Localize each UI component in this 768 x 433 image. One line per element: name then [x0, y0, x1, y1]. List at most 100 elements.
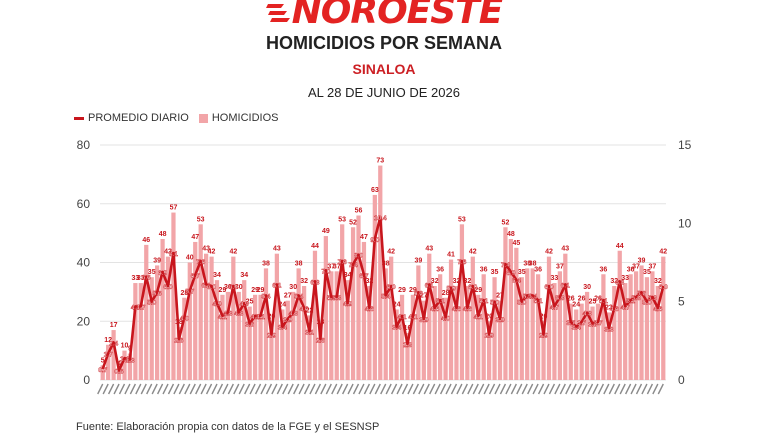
x-tick-label	[401, 383, 409, 395]
line-value-label: 3.4	[572, 325, 581, 332]
line-value-label: 6.1	[202, 282, 211, 289]
line-value-label: 4.6	[300, 306, 309, 313]
bar	[236, 291, 241, 380]
x-tick-label	[641, 383, 648, 395]
y-tick-label-right: 10	[678, 216, 692, 230]
line-value-label: 6.0	[207, 284, 216, 291]
bar-value-label: 36	[600, 266, 608, 273]
line-value-label: 6.0	[387, 284, 396, 291]
bar	[350, 227, 356, 380]
x-tick-label	[412, 383, 420, 395]
x-tick-label	[260, 383, 267, 395]
bar	[601, 274, 606, 380]
bar-value-label: 18	[317, 319, 325, 326]
bar-value-label: 34	[344, 272, 352, 279]
x-tick-label	[151, 383, 158, 395]
bar	[301, 286, 307, 380]
bar	[628, 274, 633, 380]
bar-value-label: 42	[164, 249, 172, 256]
bar-value-label: 41	[447, 252, 455, 259]
x-tick-label	[369, 383, 376, 395]
bar	[372, 194, 377, 380]
bar	[595, 303, 601, 380]
bar	[476, 294, 481, 380]
bar	[497, 300, 503, 380]
x-tick-label	[314, 383, 322, 395]
bar	[552, 283, 557, 380]
line-value-label: 5.0	[147, 300, 156, 307]
bar-value-label: 49	[322, 228, 330, 235]
bar-value-label: 32	[431, 278, 439, 285]
x-tick-label	[140, 383, 147, 395]
bar-value-label: 29	[398, 287, 406, 294]
bar-value-label: 46	[142, 237, 150, 244]
line-value-label: 4.6	[452, 306, 461, 313]
line-value-label: 3.3	[604, 326, 613, 333]
line-value-label: 3.4	[278, 325, 287, 332]
bar	[100, 365, 105, 380]
legend-line-label: PROMEDIO DIARIO	[88, 112, 189, 124]
bar	[138, 283, 143, 380]
x-tick-label	[118, 383, 126, 395]
bar-value-label: 57	[170, 205, 178, 212]
line-value-label: 5.3	[327, 295, 336, 302]
bar	[160, 239, 165, 380]
bar	[209, 256, 214, 380]
line-value-label: 3.9	[283, 317, 292, 324]
bar-value-label: 32	[463, 278, 471, 285]
line-value-label: 4.6	[610, 306, 619, 313]
bar	[263, 268, 269, 380]
bar-value-label: 53	[458, 216, 466, 223]
bar	[291, 291, 296, 380]
x-tick-label	[271, 383, 278, 395]
x-tick-label	[249, 383, 256, 395]
x-tick-label	[374, 383, 381, 395]
line-value-label: 4.6	[653, 306, 662, 313]
x-tick-label	[472, 383, 479, 395]
line-value-label: 5.6	[637, 290, 646, 297]
line-value-label: 4.1	[218, 314, 227, 321]
line-value-label: 8.1	[169, 251, 178, 258]
y-tick-label-right: 0	[678, 373, 685, 387]
x-tick-label	[597, 383, 605, 395]
x-tick-label	[146, 383, 153, 395]
x-tick-label	[510, 383, 517, 395]
line-value-label: 7.4	[349, 262, 358, 269]
line-value-label: 3.6	[245, 322, 254, 329]
line-value-label: 5.1	[436, 298, 445, 305]
bar-value-label: 20	[485, 313, 493, 320]
x-tick-label	[635, 383, 643, 395]
bar	[247, 306, 252, 380]
bar	[296, 268, 301, 380]
x-tick-label	[124, 383, 131, 395]
bar	[546, 256, 552, 380]
line-value-label: 5.7	[185, 289, 194, 296]
line-value-label: 8.0	[354, 253, 363, 260]
bar-value-label: 27	[496, 293, 504, 300]
x-tick-label	[222, 383, 229, 395]
bar-value-label: 42	[208, 249, 216, 256]
bar	[258, 294, 263, 380]
line-value-label: 3.6	[588, 322, 597, 329]
bar-value-label: 37	[556, 263, 564, 270]
line-value-label: 6.6	[142, 275, 151, 282]
x-tick-label	[227, 383, 234, 395]
line-value-label: 4.7	[136, 304, 145, 311]
x-tick-label	[178, 383, 185, 395]
bar-value-label: 42	[659, 249, 667, 256]
bar-value-label: 63	[371, 187, 379, 194]
bar-value-label: 32	[300, 278, 308, 285]
bar-value-label: 39	[153, 257, 161, 264]
line-value-label: 2.9	[485, 333, 494, 340]
line-value-label: 5.1	[479, 298, 488, 305]
bar-value-label: 32	[654, 278, 662, 285]
bar	[106, 344, 111, 380]
bar	[187, 262, 192, 380]
line-value-label: 5.6	[414, 290, 423, 297]
x-tick-label	[331, 383, 338, 395]
bar	[416, 265, 421, 380]
x-tick-label	[439, 383, 447, 395]
bar-value-label: 43	[561, 246, 569, 253]
bar	[405, 333, 410, 380]
bar	[623, 283, 628, 380]
